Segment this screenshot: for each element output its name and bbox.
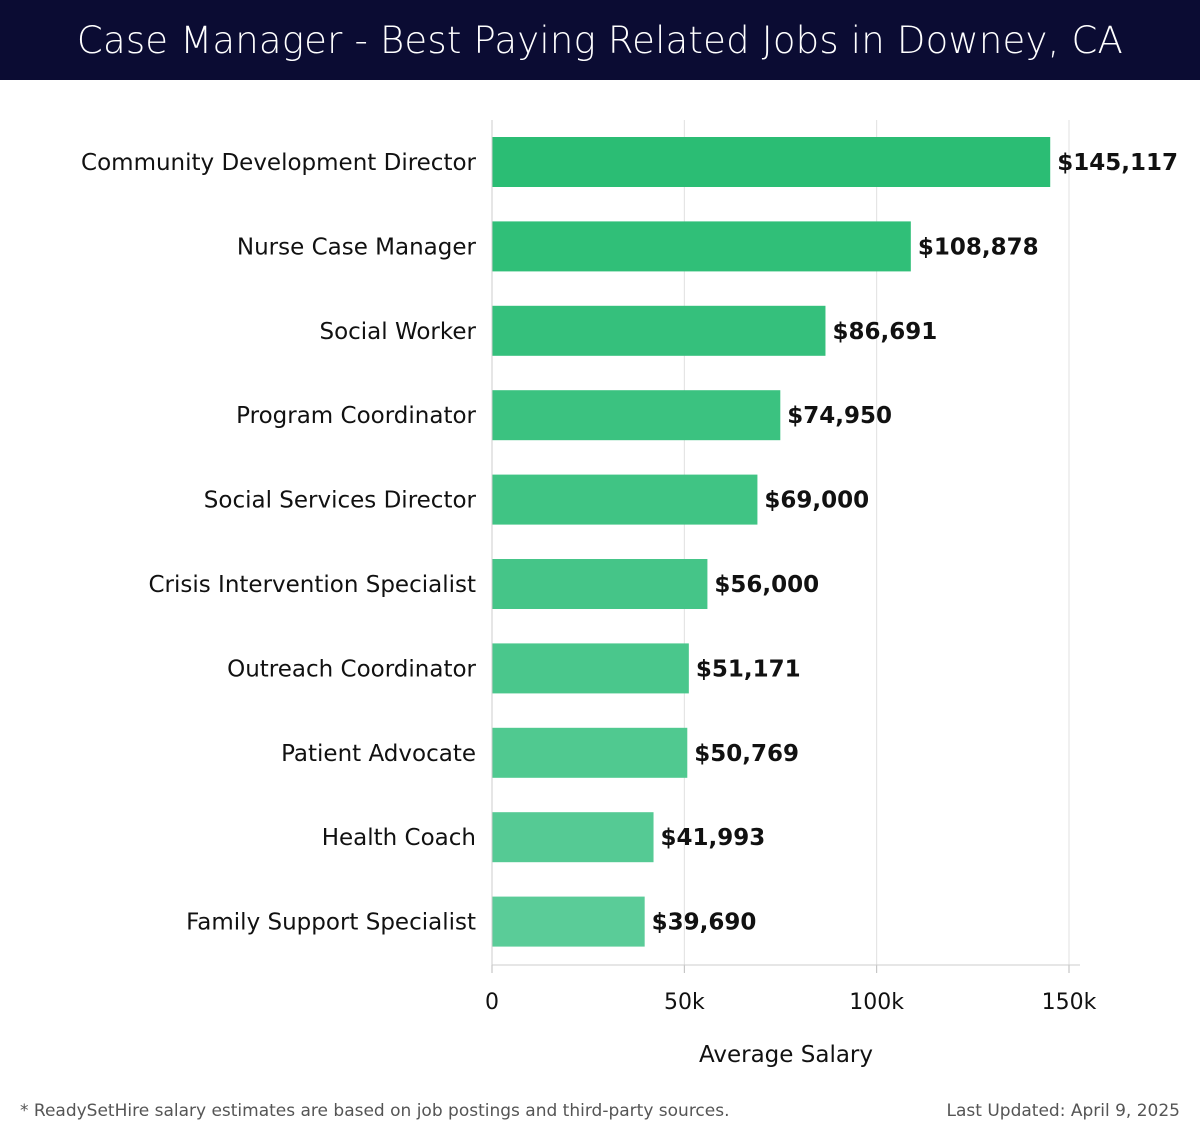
category-label: Family Support Specialist — [186, 910, 476, 936]
bar — [492, 643, 689, 694]
category-label: Social Worker — [319, 319, 476, 345]
value-label: $108,878 — [918, 234, 1039, 260]
chart-header: Case Manager - Best Paying Related Jobs … — [0, 0, 1200, 80]
bar — [492, 390, 781, 441]
bar — [492, 474, 758, 525]
axis-layer: 0 50k 100k 150k Average Salary — [485, 120, 1097, 1068]
x-tick-label: 150k — [1042, 990, 1097, 1015]
bar — [492, 727, 688, 778]
category-label: Community Development Director — [81, 150, 477, 176]
value-label: $56,000 — [714, 572, 819, 598]
category-label: Outreach Coordinator — [227, 656, 476, 682]
x-tick-label: 50k — [664, 990, 705, 1015]
category-label: Patient Advocate — [281, 741, 476, 767]
x-tick-label: 0 — [485, 990, 499, 1015]
last-updated: Last Updated: April 9, 2025 — [946, 1101, 1180, 1121]
bar — [492, 559, 708, 609]
bar — [492, 305, 826, 356]
category-label: Health Coach — [322, 825, 476, 851]
category-label: Nurse Case Manager — [237, 234, 477, 260]
value-label: $50,769 — [694, 741, 799, 767]
value-label: $86,691 — [832, 319, 937, 345]
footnote: * ReadySetHire salary estimates are base… — [20, 1101, 730, 1121]
bar-layer — [492, 137, 1051, 947]
value-label: $41,993 — [661, 825, 766, 851]
value-label: $69,000 — [764, 488, 869, 514]
bar — [492, 221, 911, 272]
bar — [492, 896, 645, 947]
salary-bar-chart: Community Development Director $145,117 Nu… — [81, 120, 1178, 1068]
value-label: $74,950 — [787, 403, 892, 429]
chart-title: Case Manager - Best Paying Related Jobs … — [76, 18, 1124, 62]
label-layer: Community Development Director $145,117 Nu… — [81, 150, 1178, 936]
category-label: Crisis Intervention Specialist — [148, 572, 476, 598]
x-axis-title: Average Salary — [699, 1042, 873, 1068]
value-label: $145,117 — [1057, 150, 1178, 176]
x-tick-label: 100k — [849, 990, 904, 1015]
value-label: $39,690 — [652, 910, 757, 936]
bar — [492, 137, 1051, 187]
value-label: $51,171 — [696, 656, 801, 682]
bar — [492, 812, 654, 863]
category-label: Social Services Director — [204, 488, 477, 514]
category-label: Program Coordinator — [236, 403, 476, 429]
